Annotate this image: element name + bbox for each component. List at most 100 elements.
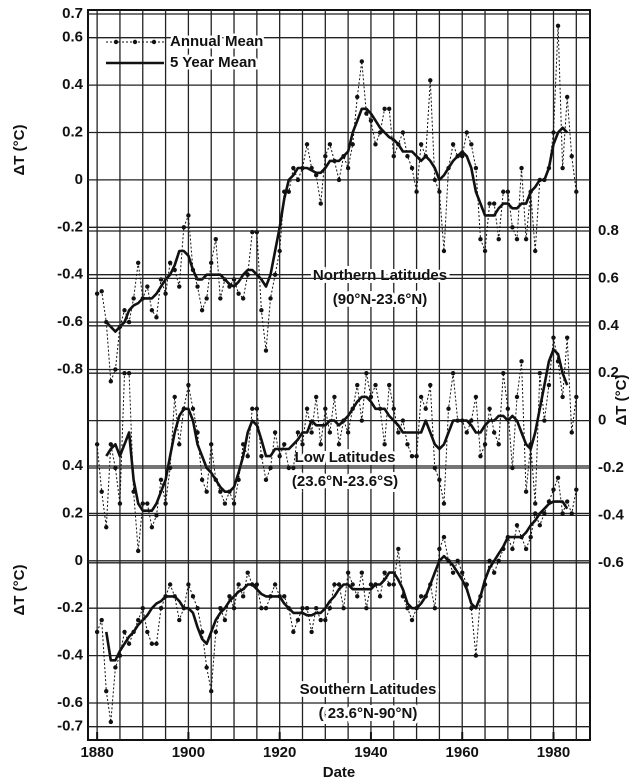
annual-point [382, 106, 387, 112]
annual-point [126, 319, 132, 325]
annual-point [551, 130, 556, 135]
annual-point [245, 453, 250, 459]
annual-point [460, 570, 465, 575]
annual-point [272, 430, 278, 435]
annual-point [409, 453, 415, 459]
x-tick-label: 1920 [263, 744, 296, 761]
annual-line [96, 477, 577, 723]
annual-point [108, 442, 114, 447]
annual-point [213, 629, 218, 635]
annual-point [437, 477, 442, 483]
legend-label: Annual Mean [170, 33, 263, 50]
annual-point [432, 177, 438, 183]
annual-point [382, 442, 387, 447]
y-tick-label: -0.4 [598, 506, 625, 523]
annual-point [537, 371, 542, 376]
annual-point [377, 594, 383, 599]
annual-point [268, 296, 273, 301]
annual-point [487, 201, 492, 206]
annual-point [154, 641, 159, 646]
annual-point [533, 511, 538, 516]
annual-point [309, 629, 314, 635]
annual-point [131, 296, 136, 301]
annual-point [245, 570, 250, 575]
annual-point [117, 501, 123, 506]
annual-point [163, 501, 168, 506]
annual-point [145, 629, 150, 635]
annual-point [158, 477, 164, 483]
annual-point [327, 430, 333, 435]
y-tick-label: -0.2 [57, 599, 83, 616]
annual-point [418, 394, 424, 400]
annual-point [282, 442, 287, 447]
annual-point [140, 501, 145, 506]
annual-point [564, 335, 570, 340]
annual-point [186, 213, 191, 218]
annual-point [94, 291, 100, 296]
annual-point [94, 629, 100, 635]
annual-point [368, 582, 374, 587]
y-tick-label: 0.4 [62, 76, 84, 93]
annual-point [537, 523, 542, 528]
annual-point [199, 308, 205, 313]
y-tick-label: 0.6 [62, 29, 83, 46]
annual-point [450, 142, 456, 147]
annual-point [505, 406, 511, 411]
annual-point [99, 617, 104, 623]
annual-point [313, 606, 319, 611]
annual-point [113, 665, 118, 670]
annual-point [350, 142, 355, 147]
annual-point [387, 106, 392, 112]
y-tick-label: 0.8 [598, 222, 619, 239]
annual-point [441, 248, 447, 254]
x-tick-label: 1940 [354, 744, 387, 761]
annual-point [318, 201, 323, 206]
annual-point [551, 335, 556, 340]
y-tick-label: 0 [75, 171, 83, 188]
annual-point [441, 534, 447, 540]
annual-point [569, 430, 574, 435]
annual-point [533, 501, 538, 506]
annual-point [409, 617, 415, 623]
annual-point [469, 418, 474, 423]
annual-point [140, 606, 145, 611]
annual-point [523, 236, 529, 242]
annual-point [373, 382, 378, 388]
legend-marker [132, 39, 138, 45]
y-tick-label: 0 [75, 552, 83, 569]
annual-point [177, 442, 182, 447]
y-tick-label: -0.4 [57, 266, 84, 283]
annual-point [345, 570, 351, 575]
annual-point [487, 558, 492, 563]
y-tick-label: 0.4 [598, 317, 620, 334]
annual-point [204, 296, 209, 301]
annual-point [108, 719, 114, 725]
panel-label: Southern Latitudes [300, 681, 437, 698]
annual-point [99, 489, 104, 494]
annual-point [482, 248, 488, 254]
annual-point [405, 442, 410, 447]
annual-point [528, 534, 533, 540]
annual-point [345, 430, 351, 435]
annual-point [418, 142, 424, 147]
y-tick-label: -0.7 [57, 718, 83, 735]
annual-point [108, 379, 114, 384]
annual-point [209, 442, 214, 447]
y-axis-label: ΔT (°C) [613, 375, 630, 426]
annual-point [154, 315, 159, 320]
annual-point [254, 406, 260, 411]
annual-point [218, 296, 223, 301]
annual-point [295, 430, 301, 435]
annual-point [569, 511, 574, 516]
annual-point [136, 617, 141, 623]
annual-point [505, 189, 511, 194]
annual-point [510, 546, 515, 552]
annual-point [432, 606, 438, 611]
annual-point [236, 582, 241, 587]
annual-point [368, 118, 374, 123]
x-tick-label: 1880 [80, 744, 113, 761]
x-axis-label: Date [323, 764, 356, 781]
annual-point [387, 582, 392, 587]
annual-point [441, 501, 447, 506]
annual-point [181, 225, 187, 230]
